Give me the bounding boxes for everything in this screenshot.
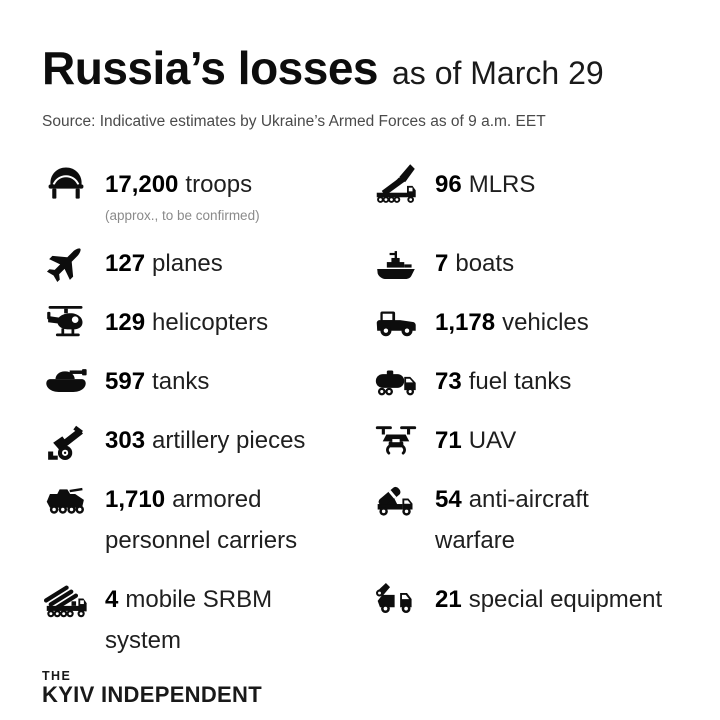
special-equipment-icon <box>372 579 420 620</box>
helicopter-icon <box>42 302 90 343</box>
loss-label: MLRS <box>468 171 536 198</box>
loss-value: 96 <box>435 171 462 198</box>
loss-value: 129 <box>105 309 146 336</box>
logo-the-text: THE <box>42 669 72 683</box>
loss-item-helmet: 17,200 troops (approx., to be confirmed) <box>42 164 372 225</box>
loss-label: boats <box>455 250 515 277</box>
loss-label: mobile SRBM system <box>105 586 273 654</box>
loss-text: 54 anti-aircraft warfare <box>435 479 589 561</box>
loss-label: UAV <box>468 427 517 454</box>
jeep-icon <box>372 302 420 343</box>
loss-label: tanks <box>152 368 210 395</box>
loss-value: 127 <box>105 250 146 277</box>
loss-text: 4 mobile SRBM system <box>105 579 272 661</box>
kyiv-independent-logo: THE KYIV INDEPENDENT <box>42 669 678 707</box>
loss-text: 21 special equipment <box>435 579 662 620</box>
loss-text: 17,200 troops (approx., to be confirmed) <box>105 164 260 225</box>
loss-item-artillery: 303 artillery pieces <box>42 420 372 461</box>
title-text: Russia’s losses <box>42 42 379 94</box>
loss-value: 21 <box>435 586 462 613</box>
loss-value: 7 <box>435 250 449 277</box>
artillery-icon <box>42 420 90 461</box>
loss-text: 96 MLRS <box>435 164 535 205</box>
loss-text: 73 fuel tanks <box>435 361 571 402</box>
loss-value: 54 <box>435 486 462 513</box>
loss-item-jeep: 1,178 vehicles <box>372 302 678 343</box>
loss-text: 1,178 vehicles <box>435 302 589 343</box>
loss-value: 71 <box>435 427 462 454</box>
loss-value: 73 <box>435 368 462 395</box>
page-title: Russia’s losses as of March 29 <box>42 42 678 100</box>
loss-item-fuel-truck: 73 fuel tanks <box>372 361 678 402</box>
loss-text: 597 tanks <box>105 361 209 402</box>
loss-value: 4 <box>105 586 119 613</box>
loss-text: 303 artillery pieces <box>105 420 305 461</box>
loss-value: 303 <box>105 427 146 454</box>
tank-icon <box>42 361 90 402</box>
srbm-launcher-icon <box>42 579 90 620</box>
loss-text: 1,710 armored personnel carriers <box>105 479 297 561</box>
loss-label: anti-aircraft warfare <box>435 486 589 554</box>
loss-item-drone: 71 UAV <box>372 420 678 461</box>
loss-text: 127 planes <box>105 243 223 284</box>
loss-item-boat: 7 boats <box>372 243 678 284</box>
loss-item-mlrs: 96 MLRS <box>372 164 678 205</box>
loss-item-helicopter: 129 helicopters <box>42 302 372 343</box>
loss-item-fighter-jet: 127 planes <box>42 243 372 284</box>
loss-value: 17,200 <box>105 171 179 198</box>
logo-main-text: KYIV INDEPENDENT <box>42 682 262 707</box>
anti-aircraft-icon <box>372 479 420 520</box>
loss-text: 7 boats <box>435 243 514 284</box>
losses-grid: 17,200 troops (approx., to be confirmed) 96… <box>42 164 678 661</box>
loss-label: armored personnel carriers <box>105 486 298 554</box>
loss-note: (approx., to be confirmed) <box>105 208 260 223</box>
loss-label: troops <box>185 171 253 198</box>
loss-value: 597 <box>105 368 146 395</box>
loss-label: fuel tanks <box>468 368 572 395</box>
loss-text: 71 UAV <box>435 420 516 461</box>
loss-item-special-equipment: 21 special equipment <box>372 579 678 620</box>
drone-icon <box>372 420 420 461</box>
loss-value: 1,178 <box>435 309 496 336</box>
loss-label: artillery pieces <box>152 427 306 454</box>
boat-icon <box>372 243 420 284</box>
helmet-icon <box>42 164 90 205</box>
loss-label: helicopters <box>152 309 269 336</box>
loss-label: special equipment <box>468 586 663 613</box>
loss-item-anti-aircraft: 54 anti-aircraft warfare <box>372 479 678 561</box>
fuel-truck-icon <box>372 361 420 402</box>
loss-item-apc: 1,710 armored personnel carriers <box>42 479 372 561</box>
loss-label: vehicles <box>502 309 589 336</box>
mlrs-icon <box>372 164 420 205</box>
loss-label: planes <box>152 250 223 277</box>
loss-item-tank: 597 tanks <box>42 361 372 402</box>
source-note: Source: Indicative estimates by Ukraine’… <box>42 113 546 130</box>
apc-icon <box>42 479 90 520</box>
loss-item-srbm-launcher: 4 mobile SRBM system <box>42 579 372 661</box>
fighter-jet-icon <box>42 243 90 284</box>
title-date: as of March 29 <box>392 55 604 91</box>
loss-value: 1,710 <box>105 486 166 513</box>
loss-text: 129 helicopters <box>105 302 268 343</box>
